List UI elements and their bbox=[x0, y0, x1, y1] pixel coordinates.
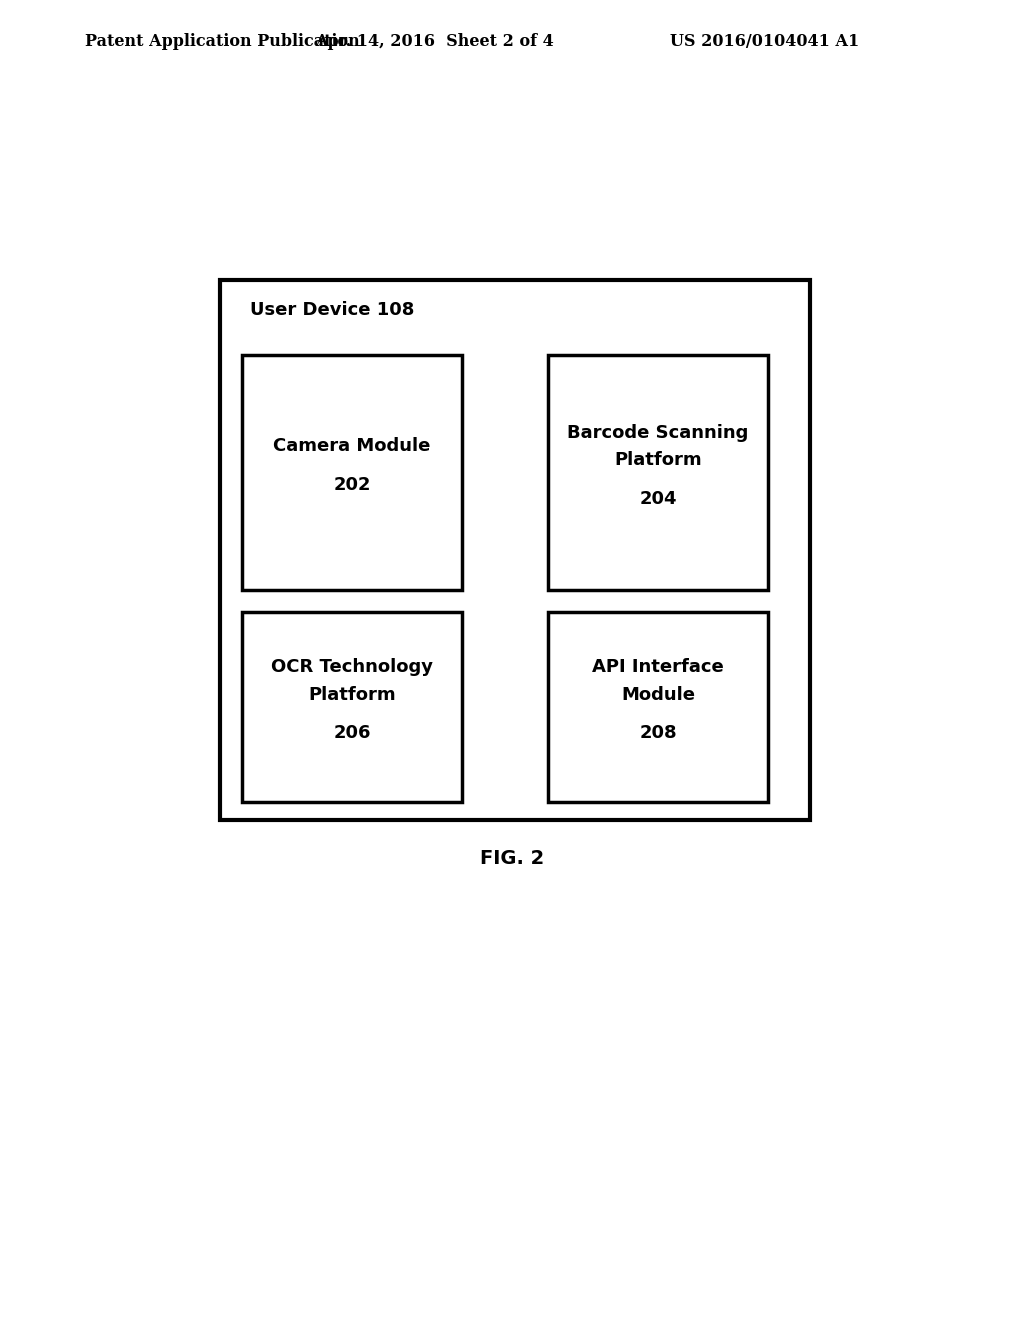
Text: OCR Technology: OCR Technology bbox=[271, 659, 433, 676]
Text: Barcode Scanning: Barcode Scanning bbox=[567, 424, 749, 442]
Text: 204: 204 bbox=[639, 490, 677, 508]
Text: Patent Application Publication: Patent Application Publication bbox=[85, 33, 359, 50]
Text: Apr. 14, 2016  Sheet 2 of 4: Apr. 14, 2016 Sheet 2 of 4 bbox=[315, 33, 554, 50]
Bar bbox=[548, 355, 768, 590]
Bar bbox=[242, 355, 462, 590]
Text: 208: 208 bbox=[639, 725, 677, 742]
Text: Camera Module: Camera Module bbox=[273, 437, 431, 455]
Text: 202: 202 bbox=[333, 477, 371, 494]
Text: User Device 108: User Device 108 bbox=[250, 301, 415, 319]
Text: Module: Module bbox=[621, 685, 695, 704]
Bar bbox=[242, 612, 462, 803]
Text: FIG. 2: FIG. 2 bbox=[480, 849, 544, 867]
Text: 206: 206 bbox=[333, 725, 371, 742]
Text: US 2016/0104041 A1: US 2016/0104041 A1 bbox=[671, 33, 859, 50]
Text: Platform: Platform bbox=[308, 685, 396, 704]
Text: Platform: Platform bbox=[614, 451, 701, 469]
Bar bbox=[220, 280, 810, 820]
Text: API Interface: API Interface bbox=[592, 659, 724, 676]
Bar bbox=[548, 612, 768, 803]
